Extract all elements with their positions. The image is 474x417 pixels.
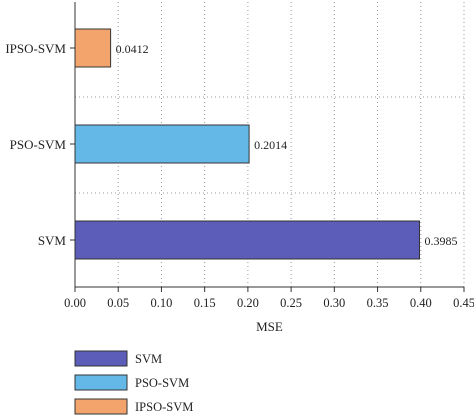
x-tick-label: 0.15 [194,296,216,310]
category-label: IPSO-SVM [5,41,66,56]
x-tick-label: 0.45 [453,296,474,310]
legend-swatch [74,350,128,367]
bar [74,220,420,260]
value-label: 0.3985 [424,234,457,248]
bar [74,28,112,68]
legend-swatch [74,374,128,391]
x-axis-label: MSE [256,319,283,334]
legend-label: PSO-SVM [135,376,189,390]
value-label: 0.0412 [116,42,149,56]
x-tick-label: 0.25 [280,296,302,310]
x-tick-label: 0.30 [323,296,345,310]
x-tick-label: 0.40 [410,296,432,310]
category-label: SVM [38,233,67,248]
x-tick-label: 0.35 [367,296,389,310]
x-tick-label: 0.05 [107,296,129,310]
x-tick-label: 0.20 [237,296,259,310]
x-tick-label: 0.00 [64,296,86,310]
value-label: 0.2014 [254,138,287,152]
legend-swatch [74,398,128,415]
legend-label: SVM [135,352,162,366]
bar [74,124,250,164]
legend-label: IPSO-SVM [135,400,193,414]
category-label: PSO-SVM [10,137,67,152]
x-tick-label: 0.10 [151,296,173,310]
